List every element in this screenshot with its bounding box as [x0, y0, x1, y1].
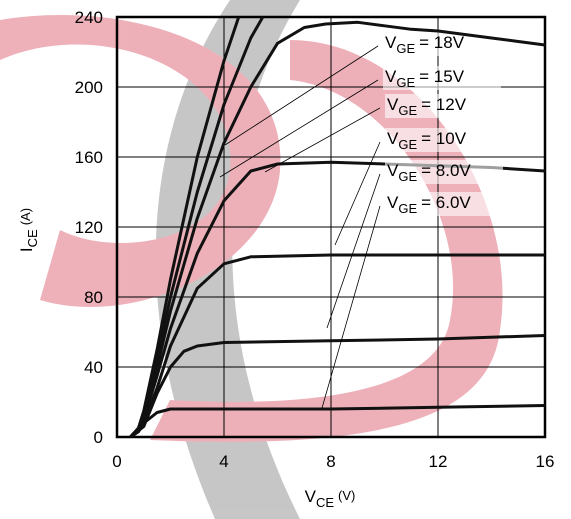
y-tick-label: 80	[84, 288, 103, 307]
series-label-symbol: V	[387, 95, 399, 114]
series-label: VGE = 8.0V	[387, 161, 471, 184]
label-bg	[385, 128, 503, 152]
y-axis-label-subscript: CE	[25, 229, 40, 247]
label-bg	[385, 160, 503, 184]
curve	[129, 20, 545, 437]
leader-line	[321, 205, 381, 409]
x-tick-label: 8	[326, 452, 335, 471]
curve	[129, 334, 545, 437]
curve	[129, 404, 545, 437]
series-label-subscript: GE	[398, 169, 417, 184]
leader-line	[224, 45, 379, 146]
series-label-symbol: V	[387, 129, 399, 148]
series-label-subscript: GE	[396, 41, 415, 56]
y-tick-label: 200	[75, 78, 103, 97]
y-tick-label: 160	[75, 148, 103, 167]
series-label-symbol: V	[387, 193, 399, 212]
series-label-subscript: GE	[396, 75, 415, 90]
y-axis-label: ICE (A)	[17, 208, 40, 252]
x-axis-label-subscript: CE	[316, 495, 334, 510]
series-label: VGE = 15V	[385, 67, 465, 90]
x-axis-label: VCE (V)	[305, 487, 356, 510]
series-label: VGE = 12V	[387, 95, 467, 118]
series-label-text: = 18V	[419, 33, 465, 52]
leader-line	[326, 173, 381, 329]
label-bg	[385, 94, 503, 118]
label-bg	[385, 192, 503, 216]
y-tick-label: 120	[75, 218, 103, 237]
x-axis-label-unit: (V)	[338, 488, 355, 503]
label-bg	[383, 66, 501, 90]
leader-line	[334, 141, 381, 246]
series-label: VGE = 6.0V	[387, 193, 471, 216]
series-label-text: = 6.0V	[421, 193, 471, 212]
y-axis-label-unit: (A)	[18, 208, 33, 225]
series-label-text: = 15V	[419, 67, 465, 86]
leader-line	[219, 79, 379, 178]
y-tick-label: 240	[75, 8, 103, 27]
series-label-symbol: V	[385, 67, 397, 86]
leader-line	[264, 107, 381, 173]
series-label-symbol: V	[387, 161, 399, 180]
x-tick-label: 12	[429, 452, 448, 471]
series-label-text: = 12V	[421, 95, 467, 114]
x-axis-label-symbol: V	[305, 487, 317, 506]
plot-frame	[115, 15, 547, 439]
series-label: VGE = 18V	[385, 33, 465, 56]
series-label-subscript: GE	[398, 103, 417, 118]
curve	[129, 253, 545, 437]
y-tick-label: 40	[84, 358, 103, 377]
x-tick-label: 16	[536, 452, 555, 471]
series-label-subscript: GE	[398, 137, 417, 152]
watermark-hook	[0, 15, 281, 307]
series-label-subscript: GE	[398, 201, 417, 216]
series-label: VGE = 10V	[387, 129, 467, 152]
x-tick-label: 4	[219, 452, 228, 471]
y-axis-label-symbol: I	[17, 247, 36, 252]
x-tick-label: 0	[112, 452, 121, 471]
y-tick-label: 0	[94, 428, 103, 447]
series-label-text: = 10V	[421, 129, 467, 148]
series-label-text: = 8.0V	[421, 161, 471, 180]
series-label-symbol: V	[385, 33, 397, 52]
